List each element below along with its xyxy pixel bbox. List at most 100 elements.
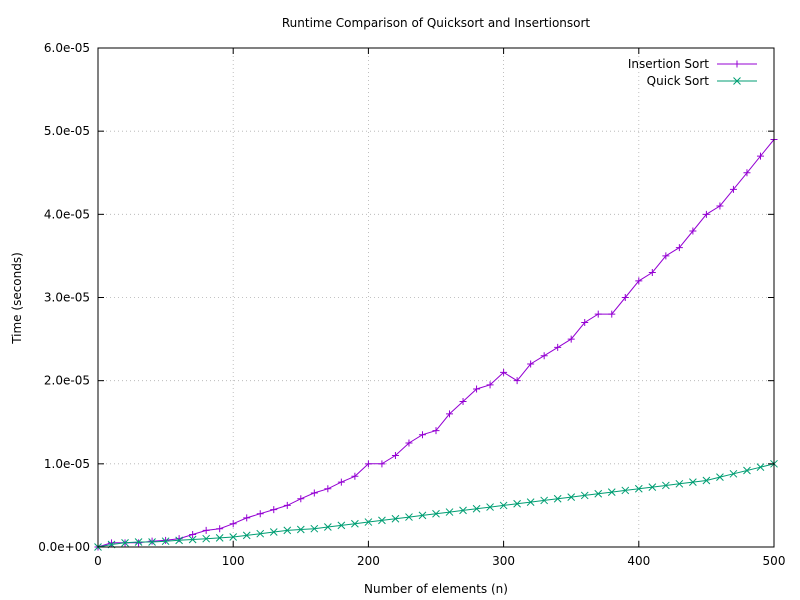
data-point: [418, 431, 426, 439]
data-point: [567, 335, 575, 343]
data-point: [661, 481, 670, 490]
data-point: [729, 185, 737, 193]
data-point: [216, 525, 224, 533]
data-point: [323, 523, 332, 531]
data-point: [432, 427, 440, 435]
data-point: [229, 520, 237, 528]
data-point: [310, 524, 319, 533]
data-point: [405, 439, 413, 447]
data-point: [337, 521, 346, 530]
data-point: [486, 503, 494, 511]
data-point: [729, 469, 738, 478]
data-point: [675, 479, 684, 488]
data-point: [702, 210, 710, 218]
data-point: [486, 381, 494, 389]
axes: 0 100 200 300 400 500 0.0e+00 1.0e-05 2.0e-05 3.0…: [38, 41, 785, 568]
data-point: [445, 508, 454, 516]
y-tick-label: 1.0e-05: [44, 457, 90, 471]
data-point: [662, 252, 670, 260]
data-point: [188, 535, 197, 544]
data-point: [581, 318, 589, 326]
data-point: [473, 385, 481, 393]
data-point: [310, 489, 318, 497]
data-point: [743, 466, 751, 475]
y-tick-label: 4.0e-05: [44, 207, 90, 221]
data-point: [716, 202, 724, 210]
data-point: [162, 536, 170, 544]
data-point: [608, 310, 616, 318]
data-point: [364, 460, 372, 468]
data-point: [135, 539, 143, 547]
chart-title: Runtime Comparison of Quicksort and Inse…: [282, 16, 591, 30]
data-point: [418, 511, 427, 520]
data-point: [459, 397, 467, 405]
data-point: [472, 504, 481, 513]
y-tick-label: 3.0e-05: [44, 291, 90, 305]
y-axis-label: Time (seconds): [10, 252, 24, 345]
data-point: [189, 531, 197, 539]
data-point: [621, 294, 629, 301]
data-point: [580, 491, 589, 500]
data-point: [446, 410, 454, 418]
data-point: [297, 495, 305, 503]
data-point: [161, 537, 170, 546]
data-point: [648, 269, 656, 277]
data-point: [391, 514, 400, 523]
x-tick-label: 0: [94, 554, 102, 568]
data-point: [689, 227, 697, 235]
data-point: [756, 463, 765, 472]
data-point: [148, 538, 156, 546]
data-point: [540, 496, 549, 505]
data-point: [324, 485, 332, 493]
series-layer: [94, 135, 778, 551]
x-tick-label: 300: [492, 554, 515, 568]
legend-marker: [733, 60, 741, 68]
data-point: [607, 488, 616, 496]
x-tick-label: 500: [763, 554, 786, 568]
data-point: [256, 529, 265, 538]
data-point: [134, 538, 143, 546]
data-point: [229, 533, 238, 541]
data-point: [459, 506, 467, 515]
data-point: [527, 360, 535, 368]
data-point: [554, 343, 562, 351]
data-point: [269, 528, 278, 536]
data-point: [296, 525, 305, 534]
y-tick-label: 2.0e-05: [44, 374, 90, 388]
y-tick-label: 5.0e-05: [44, 124, 90, 138]
data-point: [432, 509, 440, 518]
grid: [98, 48, 774, 547]
data-point: [702, 476, 711, 485]
data-point: [337, 478, 345, 486]
data-point: [675, 244, 683, 252]
data-point: [594, 310, 602, 318]
data-point: [215, 533, 224, 542]
data-point: [743, 169, 751, 177]
data-point: [540, 352, 548, 360]
data-point: [378, 460, 386, 468]
data-point: [242, 531, 251, 540]
y-tick-label: 0.0e+00: [38, 540, 90, 554]
data-point: [594, 489, 603, 498]
x-axis-label: Number of elements (n): [364, 582, 508, 596]
data-point: [526, 498, 535, 506]
data-point: [202, 526, 210, 534]
data-point: [283, 501, 291, 509]
legend-marker: [733, 77, 741, 85]
x-tick-label: 400: [627, 554, 650, 568]
series-quick-sort: [94, 459, 778, 551]
data-point: [364, 518, 373, 526]
x-tick-label: 100: [222, 554, 245, 568]
data-point: [513, 377, 521, 385]
data-point: [270, 506, 278, 514]
data-point: [500, 368, 508, 376]
data-point: [256, 510, 264, 518]
legend: Insertion Sort Quick Sort: [628, 57, 757, 88]
data-point: [243, 514, 251, 522]
data-point: [635, 277, 643, 285]
data-point: [405, 513, 413, 521]
data-point: [351, 519, 359, 528]
data-point: [634, 484, 643, 493]
